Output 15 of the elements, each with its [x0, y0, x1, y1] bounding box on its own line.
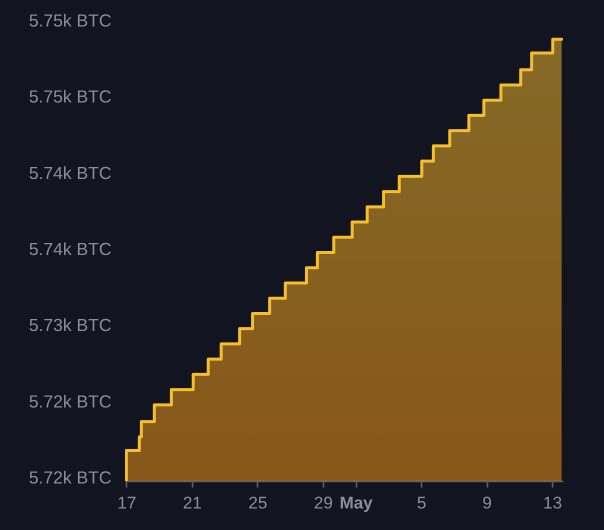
x-tick-label: 29	[314, 494, 333, 512]
y-tick-label: 5.74k BTC	[28, 238, 112, 259]
x-tick-label: 17	[117, 494, 136, 512]
x-tick-label: 13	[543, 494, 562, 512]
y-tick-label: 5.73k BTC	[28, 315, 112, 336]
x-tick-label: 5	[416, 494, 426, 512]
y-tick-label: 5.75k BTC	[28, 86, 112, 107]
x-tick-label: 25	[248, 494, 268, 512]
x-tick-label: May	[340, 494, 374, 512]
y-tick-label: 5.72k BTC	[28, 391, 112, 412]
x-tick-label: 9	[482, 494, 492, 512]
y-tick-label: 5.72k BTC	[28, 467, 112, 488]
y-tick-label: 5.75k BTC	[28, 10, 112, 30]
x-tick-label: 21	[182, 494, 202, 512]
y-tick-label: 5.74k BTC	[28, 162, 112, 183]
